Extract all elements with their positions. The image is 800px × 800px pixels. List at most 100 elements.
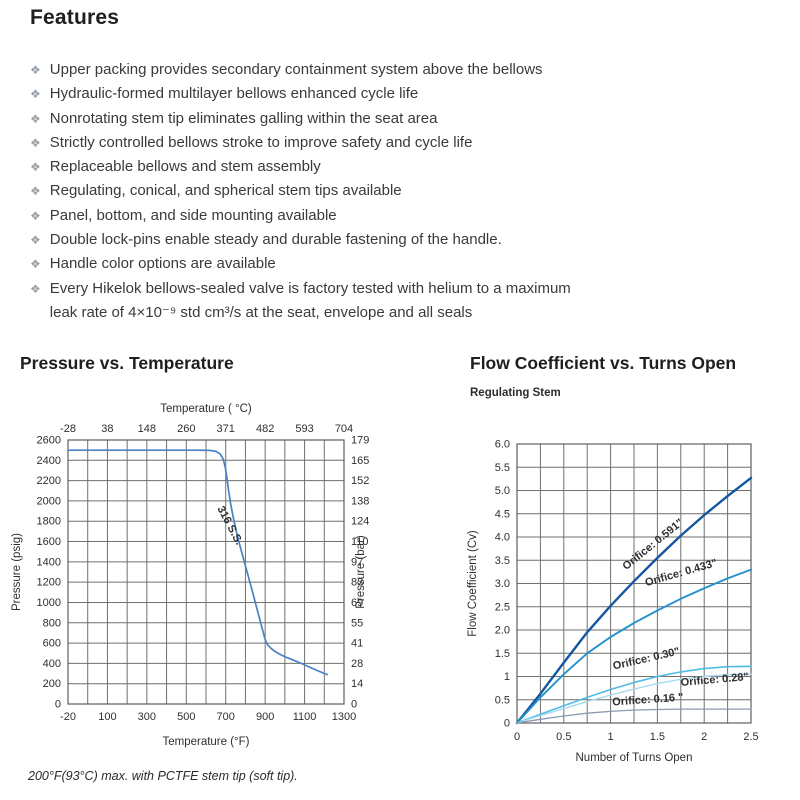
svg-text:316 S.S.: 316 S.S. <box>214 504 244 547</box>
svg-text:2400: 2400 <box>37 455 61 467</box>
feature-item: ❖ Double lock-pins enable steady and dura… <box>30 228 582 252</box>
svg-text:83: 83 <box>351 577 363 589</box>
feature-item: ❖ Regulating, conical, and spherical stem… <box>30 179 582 203</box>
svg-text:1200: 1200 <box>37 577 61 589</box>
four-diamond-icon: ❖ <box>30 111 41 126</box>
svg-text:100: 100 <box>98 711 116 723</box>
svg-text:0: 0 <box>514 731 520 743</box>
svg-text:Pressure (bar): Pressure (bar) <box>355 535 367 609</box>
svg-text:2.5: 2.5 <box>495 601 510 613</box>
feature-item: ❖ Handle color options are available <box>30 252 582 276</box>
svg-text:Pressure (psig): Pressure (psig) <box>11 533 23 611</box>
four-diamond-icon: ❖ <box>30 184 41 199</box>
footnote: 200°F(93°C) max. with PCTFE stem tip (so… <box>28 769 298 783</box>
svg-text:179: 179 <box>351 435 369 447</box>
svg-text:2.5: 2.5 <box>743 731 758 743</box>
svg-text:4.5: 4.5 <box>495 508 510 520</box>
feature-item: ❖ Every Hikelok bellows-sealed valve is f… <box>30 277 582 326</box>
svg-text:500: 500 <box>177 711 195 723</box>
svg-text:97: 97 <box>351 556 363 568</box>
svg-text:0: 0 <box>55 699 61 711</box>
svg-text:152: 152 <box>351 475 369 487</box>
svg-text:3.0: 3.0 <box>495 578 510 590</box>
features-list: ❖ Upper packing provides secondary contai… <box>30 58 582 325</box>
svg-text:704: 704 <box>335 423 353 435</box>
svg-text:Number of Turns Open: Number of Turns Open <box>576 752 693 764</box>
svg-text:28: 28 <box>351 658 363 670</box>
feature-item: ❖ Hydraulic-formed multilayer bellows enh… <box>30 82 582 106</box>
svg-text:-20: -20 <box>60 711 76 723</box>
svg-text:700: 700 <box>217 711 235 723</box>
four-diamond-icon: ❖ <box>30 233 41 248</box>
four-diamond-icon: ❖ <box>30 281 41 296</box>
svg-text:2200: 2200 <box>37 475 61 487</box>
svg-text:800: 800 <box>43 617 61 629</box>
four-diamond-icon: ❖ <box>30 63 41 77</box>
svg-text:Orifice: 0.28": Orifice: 0.28" <box>680 671 749 689</box>
svg-text:482: 482 <box>256 423 274 435</box>
flow-coefficient-chart: 0 0.5 1 1.5 2 2.5 0 0.5 1 1.5 2.0 2.5 3.0 3.5 4.0 4.5 5.… <box>430 390 800 775</box>
feature-item-text: Handle color options are available <box>49 255 276 273</box>
svg-text:Temperature (°F): Temperature (°F) <box>162 736 249 748</box>
svg-text:3.5: 3.5 <box>495 555 510 567</box>
feature-item-text: Double lock-pins enable steady and durab… <box>49 231 502 249</box>
four-diamond-icon: ❖ <box>30 208 41 223</box>
svg-text:593: 593 <box>295 423 313 435</box>
feature-item-text: Panel, bottom, and side mounting availab… <box>49 206 337 224</box>
svg-text:1.5: 1.5 <box>495 648 510 660</box>
svg-text:0: 0 <box>504 718 510 730</box>
flow-coefficient-title: Flow Coefficient vs. Turns Open <box>470 353 737 373</box>
pressure-temperature-chart: -28 38 148 260 371 482 593 704 -20 100 300 500 700 90… <box>0 390 430 765</box>
svg-text:260: 260 <box>177 423 195 435</box>
feature-item-text: Replaceable bellows and stem assembly <box>49 158 321 176</box>
svg-text:1000: 1000 <box>37 597 61 609</box>
svg-text:38: 38 <box>101 423 113 435</box>
svg-text:2: 2 <box>701 731 707 743</box>
feature-item-text: Regulating, conical, and spherical stem … <box>49 182 402 200</box>
svg-text:1100: 1100 <box>293 711 317 723</box>
svg-text:1: 1 <box>608 731 614 743</box>
feature-item-text: Nonrotating stem tip eliminates galling … <box>49 109 438 127</box>
svg-text:Orifice: 0.591": Orifice: 0.591" <box>620 517 685 573</box>
feature-item-text: Every Hikelok bellows-sealed valve is fa… <box>49 279 571 321</box>
four-diamond-icon: ❖ <box>30 160 41 175</box>
four-diamond-icon: ❖ <box>30 87 41 102</box>
svg-text:1: 1 <box>504 671 510 683</box>
svg-text:0.5: 0.5 <box>556 731 571 743</box>
svg-text:1300: 1300 <box>332 711 356 723</box>
svg-text:200: 200 <box>43 678 61 690</box>
svg-text:0: 0 <box>351 699 357 711</box>
svg-text:900: 900 <box>256 711 274 723</box>
feature-item: ❖ Nonrotating stem tip eliminates galling… <box>30 107 582 131</box>
svg-text:1.5: 1.5 <box>650 731 665 743</box>
svg-text:41: 41 <box>351 638 363 650</box>
svg-text:6.0: 6.0 <box>495 439 510 451</box>
svg-text:5.0: 5.0 <box>495 485 510 497</box>
svg-text:69: 69 <box>351 597 363 609</box>
feature-item: ❖ Panel, bottom, and side mounting availa… <box>30 204 582 228</box>
svg-text:5.5: 5.5 <box>495 462 510 474</box>
feature-item-text: Strictly controlled bellows stroke to im… <box>49 133 473 151</box>
features-heading: Features <box>30 6 120 29</box>
svg-text:300: 300 <box>138 711 156 723</box>
svg-text:600: 600 <box>43 638 61 650</box>
svg-text:371: 371 <box>217 423 235 435</box>
svg-text:-28: -28 <box>60 423 76 435</box>
feature-item: ❖ Strictly controlled bellows stroke to i… <box>30 131 582 155</box>
svg-text:55: 55 <box>351 617 363 629</box>
svg-text:14: 14 <box>351 678 363 690</box>
feature-item-text: Upper packing provides secondary contain… <box>49 61 543 78</box>
svg-text:2600: 2600 <box>37 435 61 447</box>
svg-text:Orifice: 0.16 ": Orifice: 0.16 " <box>612 692 684 709</box>
cv-chart-svg: 0 0.5 1 1.5 2 2.5 0 0.5 1 1.5 2.0 2.5 3.0 3.5 4.0 4.5 5.… <box>467 439 759 765</box>
svg-text:1800: 1800 <box>37 516 61 528</box>
feature-item: ❖ Replaceable bellows and stem assembly <box>30 155 582 179</box>
svg-text:2000: 2000 <box>37 495 61 507</box>
four-diamond-icon: ❖ <box>30 257 41 272</box>
svg-text:1600: 1600 <box>37 536 61 548</box>
feature-item: ❖ Upper packing provides secondary contai… <box>30 58 582 82</box>
svg-text:2.0: 2.0 <box>495 625 510 637</box>
svg-text:Orifice: 0.30": Orifice: 0.30" <box>612 646 681 673</box>
svg-text:4.0: 4.0 <box>495 532 510 544</box>
svg-text:110: 110 <box>351 536 369 548</box>
